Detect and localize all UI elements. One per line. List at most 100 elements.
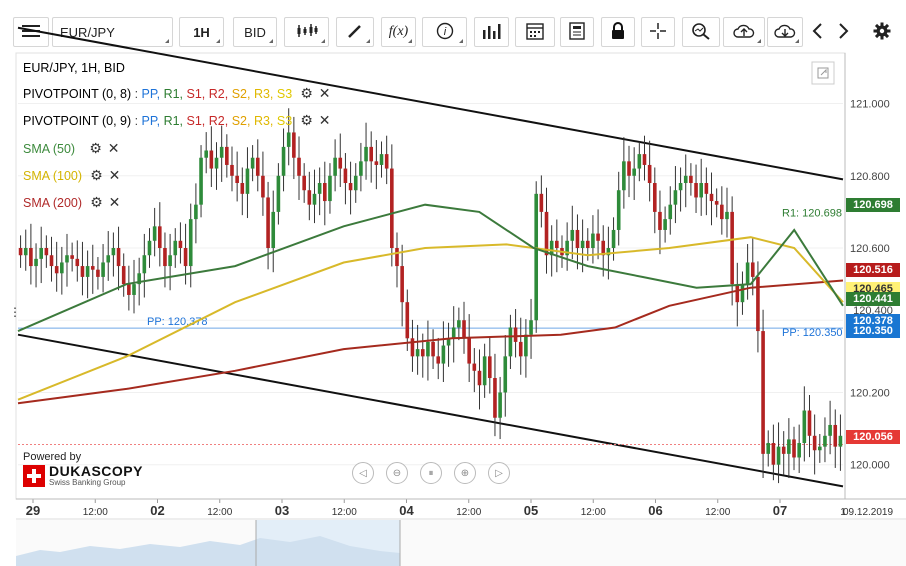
y-tick-label: 120.200 (850, 387, 890, 399)
candle-body (812, 435, 817, 451)
candle-body (410, 338, 415, 357)
candle-body (348, 183, 353, 191)
report-button[interactable] (560, 17, 594, 47)
close-icon[interactable]: ✕ (318, 112, 331, 128)
navigator[interactable] (16, 520, 906, 566)
x-tick-label: 03 (275, 503, 289, 518)
settings-button[interactable] (869, 17, 895, 47)
panel-splitter-icon[interactable]: ⋮ (9, 305, 21, 319)
legend-pivot-2[interactable]: PIVOTPOINT (0, 9) : PP, R1, S1, R2, S2, … (23, 112, 331, 128)
gear-icon[interactable]: ⚙ (300, 112, 313, 128)
candle-body (302, 175, 306, 191)
draw-button[interactable] (336, 17, 374, 47)
candles-icon (296, 23, 318, 42)
dukascopy-logo: DUKASCOPY Swiss Banking Group (23, 464, 143, 488)
x-tick-label: 29 (26, 503, 40, 518)
candle-body (534, 193, 539, 321)
candle-body (297, 157, 301, 176)
gear-icon[interactable]: ⚙ (89, 140, 102, 156)
x-tick-label: 12:00 (332, 507, 357, 518)
symbol-select[interactable]: EUR/JPY (52, 17, 173, 47)
y-tick-label: 120.600 (850, 243, 890, 255)
legend-r3: R3, (253, 114, 274, 128)
download-button[interactable] (767, 17, 803, 47)
timeframe-select[interactable]: 1H (179, 17, 224, 47)
legend-sma-200[interactable]: SMA (200) ⚙ ✕ (23, 194, 121, 210)
candle-body (575, 229, 580, 249)
gear-icon[interactable]: ⚙ (90, 167, 103, 183)
candle-body (23, 248, 28, 256)
pp-left-label: PP: 120.378 (147, 316, 208, 328)
next-button[interactable] (831, 17, 856, 47)
toolbar: EUR/JPY 1H BID f(x) i (0, 0, 906, 50)
candle-body (735, 284, 740, 303)
candle-body (49, 255, 54, 267)
close-icon[interactable]: ✕ (108, 167, 121, 183)
candle-body (204, 150, 209, 158)
upload-button[interactable] (723, 17, 765, 47)
side-select[interactable]: BID (233, 17, 277, 47)
close-icon[interactable]: ✕ (108, 194, 121, 210)
zoom-in-button[interactable]: ⊕ (454, 462, 476, 484)
pp-right-label: PP: 120.350 (782, 327, 843, 339)
candle-body (65, 255, 69, 263)
zoom-button[interactable] (682, 17, 720, 47)
volume-button[interactable] (474, 17, 509, 47)
candle-body (219, 146, 224, 158)
x-tick-label: 12:00 (456, 507, 481, 518)
close-icon[interactable]: ✕ (318, 85, 331, 101)
candle-body (199, 157, 203, 205)
candle-body (137, 273, 141, 285)
candle-body (627, 161, 631, 176)
candle-body (457, 320, 461, 328)
candle-body (596, 233, 600, 241)
fullscreen-icon[interactable] (811, 61, 835, 85)
calendar-button[interactable] (515, 17, 555, 47)
candle-body (508, 327, 513, 357)
scroll-left-button[interactable]: ◁ (352, 462, 374, 484)
candle-body (477, 370, 482, 386)
candle-body (322, 183, 327, 202)
candle-body (817, 446, 822, 451)
scroll-right-button[interactable]: ▷ (488, 462, 510, 484)
legend-s1: S1, (186, 87, 206, 101)
chart-type-button[interactable] (284, 17, 329, 47)
crosshair-button[interactable] (641, 17, 675, 47)
candle-body (271, 211, 276, 249)
candle-body (652, 183, 657, 212)
candle-body (565, 240, 569, 256)
candle-body (503, 356, 508, 393)
legend-pivot-1[interactable]: PIVOTPOINT (0, 8) : PP, R1, S1, R2, S2, … (23, 85, 331, 101)
candle-body (132, 284, 136, 295)
prev-button[interactable] (804, 17, 829, 47)
candle-body (622, 161, 626, 191)
candle-body (792, 439, 796, 458)
candle-body (709, 193, 714, 202)
close-icon[interactable]: ✕ (107, 140, 120, 156)
swiss-cross-icon (23, 465, 45, 487)
info-button[interactable]: i (422, 17, 467, 47)
function-button[interactable]: f(x) (381, 17, 416, 47)
lock-button[interactable] (601, 17, 635, 47)
candle-body (462, 320, 466, 339)
reset-button[interactable]: ⏸ (420, 462, 442, 484)
next-icon (838, 22, 850, 43)
gear-icon[interactable]: ⚙ (300, 85, 313, 101)
candle-body (70, 255, 74, 259)
candle-body (683, 175, 688, 184)
candle-body (343, 168, 348, 184)
candle-body (436, 356, 441, 364)
candle-body (147, 240, 152, 256)
plot-area (15, 52, 846, 500)
moving-averages (17, 203, 844, 405)
legend-r1: R1, (163, 87, 184, 101)
candle-body (611, 229, 616, 249)
gear-icon[interactable]: ⚙ (90, 194, 103, 210)
candle-body (467, 338, 471, 364)
candle-body (307, 190, 312, 205)
legend-sma-50[interactable]: SMA (50) ⚙ ✕ (23, 140, 120, 156)
legend-sma-100[interactable]: SMA (100) ⚙ ✕ (23, 167, 121, 183)
candle-body (776, 446, 781, 465)
zoom-out-button[interactable]: ⊖ (386, 462, 408, 484)
